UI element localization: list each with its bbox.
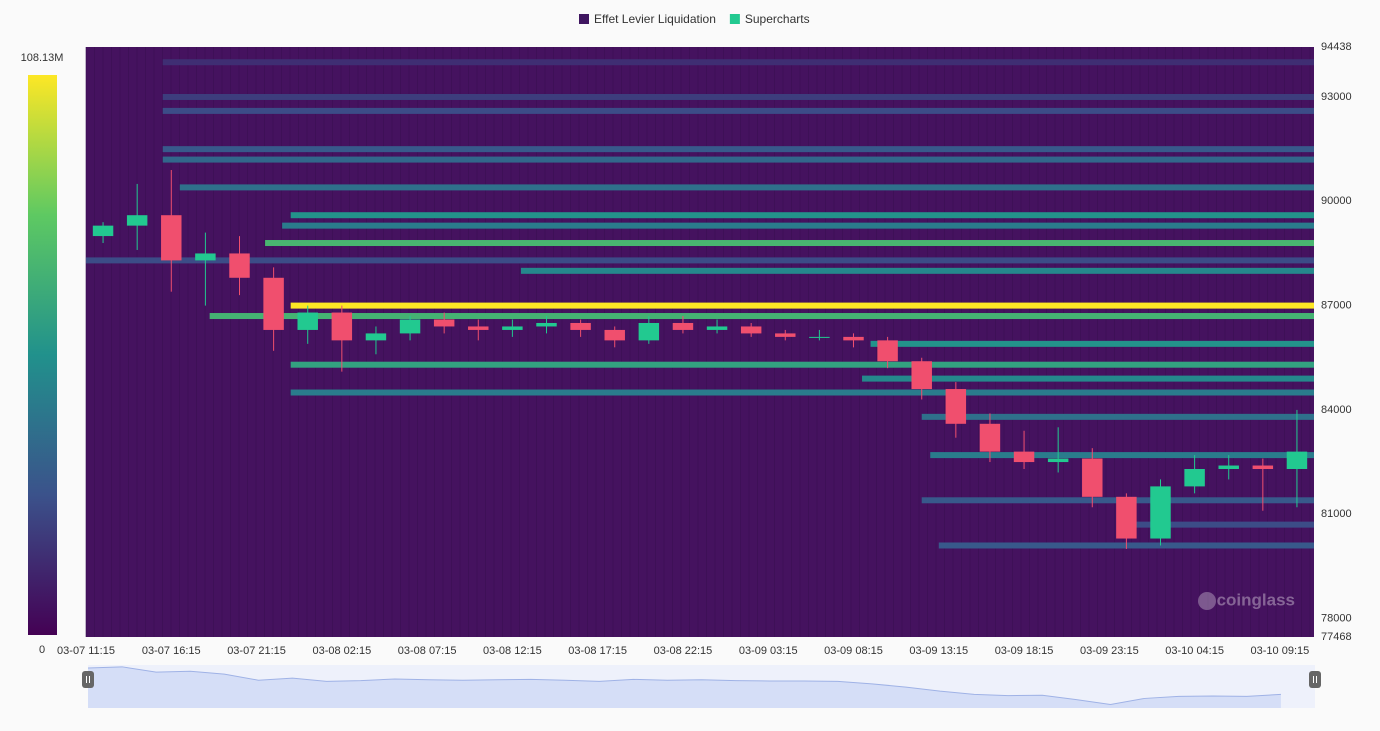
candle-body bbox=[911, 361, 932, 390]
colorbar-label: 0 bbox=[39, 644, 45, 656]
heat-band bbox=[265, 240, 1314, 247]
candle-body bbox=[740, 326, 762, 334]
heat-band bbox=[179, 184, 1315, 191]
legend-label: Effet Levier Liquidation bbox=[594, 12, 716, 26]
heat-band bbox=[520, 267, 1314, 274]
x-tick-label: 03-08 22:15 bbox=[654, 645, 713, 657]
y-tick-label: 77468 bbox=[1321, 631, 1352, 643]
candle-body bbox=[92, 225, 114, 237]
x-tick-label: 03-08 07:15 bbox=[398, 645, 457, 657]
candle-body bbox=[1013, 451, 1035, 463]
candle-body bbox=[706, 326, 728, 330]
candle-body bbox=[297, 312, 318, 330]
candle-body bbox=[331, 312, 353, 341]
navigator-handle[interactable] bbox=[82, 671, 94, 688]
heat-band bbox=[282, 222, 1314, 229]
x-tick-label: 03-08 12:15 bbox=[483, 645, 542, 657]
candle-body bbox=[979, 423, 1001, 452]
candle-body bbox=[945, 389, 967, 424]
candle-body bbox=[126, 215, 148, 226]
x-tick-label: 03-08 17:15 bbox=[568, 645, 627, 657]
candle-body bbox=[1047, 458, 1069, 463]
x-tick-label: 03-07 16:15 bbox=[142, 645, 201, 657]
x-tick-label: 03-10 04:15 bbox=[1165, 645, 1224, 657]
navigator-area bbox=[88, 666, 1281, 708]
heat-band bbox=[290, 389, 1315, 396]
heat-band bbox=[921, 413, 1314, 420]
x-tick-label: 03-09 13:15 bbox=[909, 645, 968, 657]
heat-band bbox=[290, 212, 1315, 219]
legend-swatch bbox=[579, 14, 589, 24]
x-tick-label: 03-08 02:15 bbox=[312, 645, 371, 657]
x-tick-label: 03-09 23:15 bbox=[1080, 645, 1139, 657]
x-tick-label: 03-09 03:15 bbox=[739, 645, 798, 657]
candle-body bbox=[1286, 451, 1308, 470]
y-tick-label: 87000 bbox=[1321, 300, 1352, 312]
candle-body bbox=[399, 319, 421, 334]
candle-body bbox=[468, 326, 489, 330]
candle-body bbox=[161, 215, 182, 261]
candle-body bbox=[1252, 465, 1274, 470]
heat-band bbox=[870, 340, 1314, 347]
candle-body bbox=[877, 340, 898, 362]
heat-band bbox=[162, 146, 1314, 153]
heat-band bbox=[290, 361, 1315, 368]
candle-body bbox=[809, 336, 830, 338]
heat-band bbox=[930, 452, 1314, 459]
heat-band bbox=[862, 375, 1314, 382]
candle-body bbox=[1218, 465, 1239, 470]
candle-body bbox=[536, 322, 557, 327]
heat-band bbox=[162, 93, 1314, 100]
candle-body bbox=[1184, 469, 1205, 487]
x-tick-label: 03-07 11:15 bbox=[57, 645, 115, 657]
candle-body bbox=[672, 322, 694, 330]
candle-body bbox=[433, 319, 455, 327]
heat-band bbox=[162, 107, 1314, 114]
y-tick-label: 93000 bbox=[1321, 91, 1352, 103]
candle-body bbox=[1150, 486, 1171, 539]
heat-band bbox=[290, 302, 1315, 309]
candle-body bbox=[502, 326, 523, 330]
candle-body bbox=[1116, 496, 1137, 539]
navigator-line bbox=[87, 666, 1281, 706]
candle-body bbox=[843, 336, 864, 341]
heat-band bbox=[86, 257, 1314, 264]
candle-body bbox=[1082, 458, 1103, 497]
watermark-icon bbox=[1198, 592, 1216, 610]
heat-band bbox=[162, 59, 1314, 66]
x-tick-label: 03-07 21:15 bbox=[227, 645, 286, 657]
y-tick-label: 94438 bbox=[1321, 41, 1352, 53]
heat-band bbox=[209, 313, 1314, 320]
x-tick-label: 03-09 08:15 bbox=[824, 645, 883, 657]
y-tick-label: 84000 bbox=[1321, 404, 1352, 416]
navigator-handle[interactable] bbox=[1309, 671, 1321, 688]
candle-body bbox=[365, 333, 387, 341]
y-tick-label: 78000 bbox=[1321, 612, 1352, 624]
candle-body bbox=[263, 277, 284, 330]
candle-body bbox=[775, 333, 796, 337]
candle-body bbox=[229, 253, 250, 278]
colorbar-label: 108.13M bbox=[21, 52, 64, 64]
x-tick-label: 03-09 18:15 bbox=[995, 645, 1054, 657]
legend-label: Supercharts bbox=[745, 12, 810, 26]
candle-body bbox=[604, 329, 625, 341]
y-tick-label: 81000 bbox=[1321, 508, 1352, 520]
y-tick-label: 90000 bbox=[1321, 195, 1352, 207]
candle-body bbox=[195, 253, 216, 261]
candle-body bbox=[638, 322, 660, 341]
watermark: coinglass bbox=[1217, 590, 1295, 609]
x-tick-label: 03-10 09:15 bbox=[1251, 645, 1310, 657]
color-bar bbox=[28, 75, 57, 635]
heat-band bbox=[162, 156, 1314, 163]
heat-band bbox=[1130, 521, 1314, 528]
candle-body bbox=[570, 322, 591, 330]
legend-swatch bbox=[729, 14, 740, 24]
